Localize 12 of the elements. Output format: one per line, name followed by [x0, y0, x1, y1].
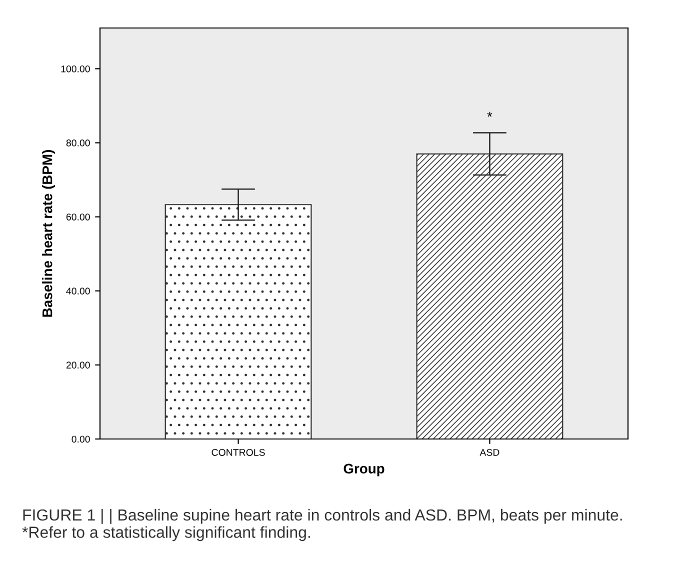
x-tick-label: ASD [480, 448, 500, 456]
y-tick-label: 80.00 [66, 140, 90, 146]
x-tick-label: CONTROLS [212, 448, 265, 456]
y-tick-label: 40.00 [66, 288, 90, 295]
caption: FIGURE 1 | | Baseline supine heart rate in controls and ASD. BPM, beats per minute. *Refer to a statistically significant finding. [22, 508, 622, 542]
y-tick-label: 60.00 [66, 214, 90, 220]
y-tick-label: 100.00 [61, 65, 90, 72]
annotation: * [487, 112, 492, 117]
x-axis-title: Group [344, 464, 384, 476]
y-tick-label: 20.00 [66, 362, 90, 369]
y-tick-label: 0.00 [72, 436, 90, 443]
y-axis-title: Baseline heart rate (BPM) [42, 150, 55, 317]
